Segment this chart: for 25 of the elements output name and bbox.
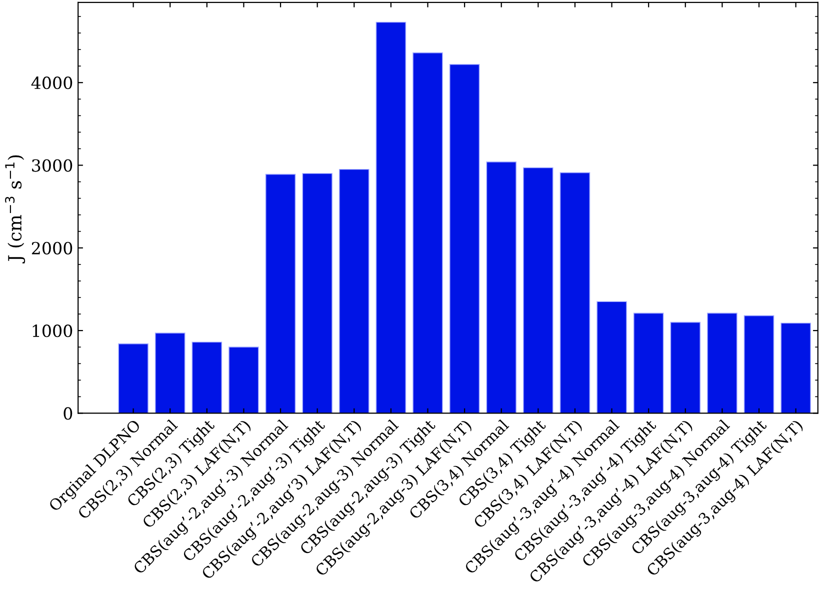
y-tick-label: 4000	[31, 76, 72, 90]
bar	[376, 22, 406, 414]
bar	[707, 312, 738, 414]
y-axis-title: J (cm$^{−3}$ s$^{−1}$)	[5, 155, 26, 264]
bar	[192, 342, 222, 414]
bar	[338, 168, 370, 414]
y-tick-label: 2000	[32, 242, 72, 254]
bar	[560, 172, 590, 414]
bar	[302, 173, 332, 414]
bar	[596, 301, 627, 414]
bar	[670, 322, 701, 414]
bar	[412, 52, 443, 414]
bar	[633, 312, 664, 414]
y-tick-label: 0	[64, 407, 72, 420]
bar	[449, 64, 480, 414]
bar	[486, 162, 516, 414]
bar	[228, 346, 259, 414]
bar	[118, 343, 148, 414]
bar	[154, 332, 186, 414]
bar	[523, 167, 554, 414]
bar	[265, 174, 296, 414]
bar	[744, 315, 774, 414]
y-tick-label: 3000	[32, 159, 72, 172]
bar	[780, 322, 811, 414]
y-tick-label: 1000	[32, 324, 72, 338]
